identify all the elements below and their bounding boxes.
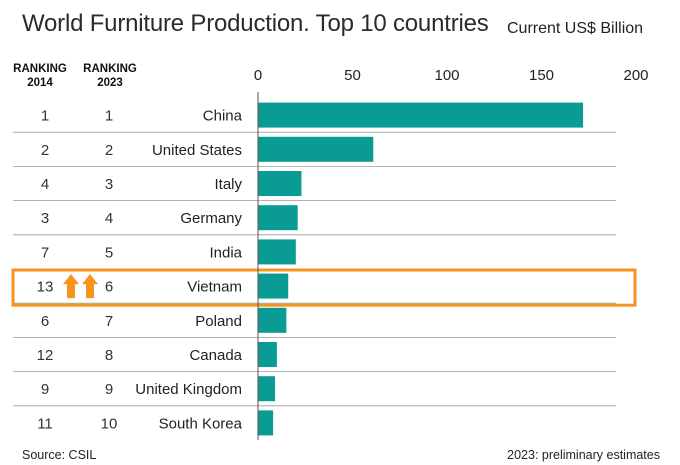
rank-2014-value: 13 xyxy=(37,279,54,296)
x-tick-label: 150 xyxy=(529,67,554,84)
rank-2023-value: 8 xyxy=(105,347,113,364)
bar xyxy=(258,205,298,231)
bar xyxy=(258,342,277,367)
source-note: Source: CSIL xyxy=(22,448,97,462)
unit-label: Current US$ Billion xyxy=(507,20,644,37)
chart-title: World Furniture Production. Top 10 count… xyxy=(22,10,489,37)
category-label: Poland xyxy=(195,313,242,330)
up-arrow-icon xyxy=(82,274,98,299)
ranking-2023-header-line1: RANKING xyxy=(83,63,137,75)
bar xyxy=(258,410,274,436)
category-label: United States xyxy=(152,142,242,159)
rank-2014-value: 3 xyxy=(41,210,49,227)
bar xyxy=(258,239,296,265)
rank-2023-value: 3 xyxy=(105,176,113,193)
rank-2014-value: 11 xyxy=(37,415,53,432)
x-tick-label: 50 xyxy=(344,67,361,84)
category-label: Germany xyxy=(180,210,242,227)
x-tick-label: 0 xyxy=(254,67,262,84)
category-label: South Korea xyxy=(159,415,243,432)
bar xyxy=(258,376,276,402)
rank-2023-value: 6 xyxy=(105,279,113,296)
category-label: India xyxy=(209,244,242,261)
ranking-2014-header-line2: 2014 xyxy=(27,77,53,89)
rank-2014-value: 12 xyxy=(37,347,54,364)
rank-2014-value: 6 xyxy=(41,313,49,330)
highlight-box xyxy=(11,268,637,307)
category-label: Italy xyxy=(214,176,242,193)
ranking-2014-header-line1: RANKING xyxy=(13,63,67,75)
preliminary-note: 2023: preliminary estimates xyxy=(507,448,660,462)
rank-2023-value: 7 xyxy=(105,313,113,330)
category-label: China xyxy=(203,108,243,125)
bar xyxy=(258,307,287,333)
category-label: Canada xyxy=(189,347,242,364)
rank-2023-value: 10 xyxy=(101,415,118,432)
ranking-2014-header: RANKING 2014 xyxy=(0,62,80,90)
rank-2023-value: 4 xyxy=(105,210,113,227)
rank-2023-value: 2 xyxy=(105,142,113,159)
rank-2014-value: 7 xyxy=(41,244,49,261)
bar xyxy=(258,102,584,128)
rank-2014-value: 1 xyxy=(41,108,49,125)
rank-2023-value: 9 xyxy=(105,381,113,398)
x-tick-label: 100 xyxy=(434,67,459,84)
ranking-2023-header-line2: 2023 xyxy=(97,77,123,89)
x-tick-label: 200 xyxy=(623,67,648,84)
rank-2014-value: 9 xyxy=(41,381,49,398)
category-label: Vietnam xyxy=(187,279,242,296)
bar xyxy=(258,273,289,299)
up-arrow-icon xyxy=(63,274,79,299)
rank-2023-value: 1 xyxy=(105,108,113,125)
category-label: United Kingdom xyxy=(135,381,242,398)
bar xyxy=(258,171,302,196)
ranking-2023-header: RANKING 2023 xyxy=(70,62,150,90)
rank-2014-value: 2 xyxy=(41,142,49,159)
rank-2014-value: 4 xyxy=(41,176,49,193)
bar xyxy=(258,136,374,162)
rank-2023-value: 5 xyxy=(105,244,113,261)
